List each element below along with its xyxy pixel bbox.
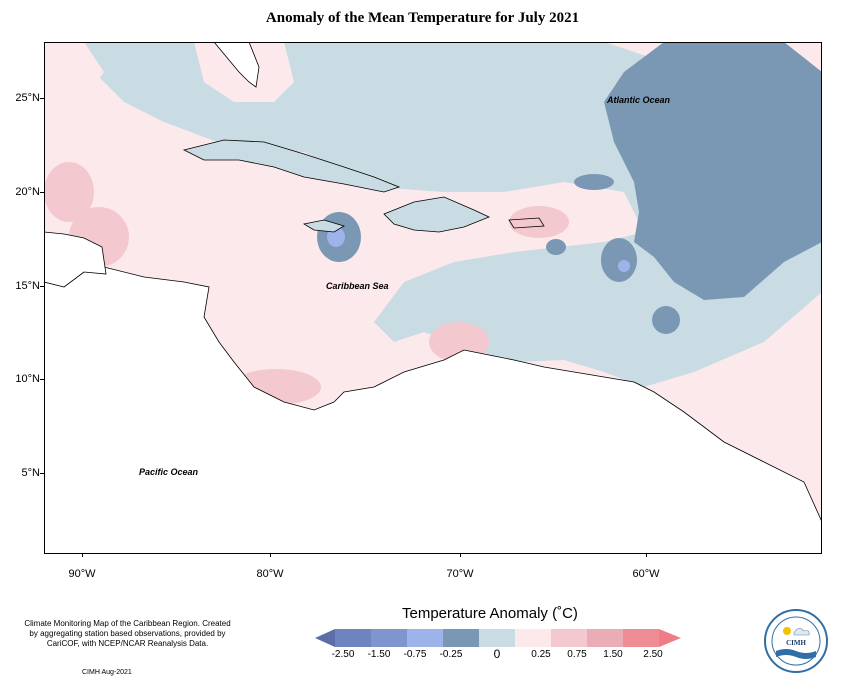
- cloud-icon: [793, 628, 810, 636]
- land-hispaniola: [383, 196, 491, 233]
- cimh-logo: CIMH: [764, 609, 828, 673]
- land-central-america: [44, 266, 822, 554]
- lon-label-70: 70°W: [446, 568, 474, 580]
- logo-ring: [771, 616, 821, 666]
- anomaly-zone-cold-spot-2: [574, 174, 614, 190]
- credits-text: Climate Monitoring Map of the Caribbean …: [24, 619, 231, 648]
- legend-label: -0.25: [439, 649, 463, 660]
- lat-label-15: 15°N: [15, 280, 40, 292]
- legend-swatch: [587, 629, 623, 647]
- map-frame: [44, 42, 822, 554]
- legend-colorbar: [315, 629, 681, 647]
- credits-date: CIMH Aug-2021: [82, 669, 132, 676]
- anomaly-zone-antilles-core: [618, 260, 630, 272]
- legend-label: -2.50: [331, 649, 355, 660]
- legend-label: -1.50: [367, 649, 391, 660]
- legend-label: 0.25: [531, 649, 551, 660]
- legend-swatch: [551, 629, 587, 647]
- anomaly-zone-antilles-cold: [601, 238, 637, 282]
- lat-tick: [40, 192, 44, 193]
- land-florida: [213, 42, 260, 88]
- anomaly-zone-gulf-warm: [44, 162, 94, 222]
- legend-swatch: [443, 629, 479, 647]
- land-puerto-rico: [508, 217, 545, 229]
- lon-tick: [82, 553, 83, 557]
- lat-tick: [40, 473, 44, 474]
- legend-label: 0: [493, 647, 501, 661]
- legend-swatch: [335, 629, 371, 647]
- lat-label-10: 10°N: [15, 373, 40, 385]
- anomaly-zone-warm-north: [44, 42, 104, 112]
- legend-label: 1.50: [603, 649, 623, 660]
- lon-tick: [460, 553, 461, 557]
- map-canvas: [44, 42, 822, 554]
- legend-swatch: [407, 629, 443, 647]
- lat-tick: [40, 379, 44, 380]
- lat-label-20: 20°N: [15, 186, 40, 198]
- legend-label: 0.75: [567, 649, 587, 660]
- wave-icon: [776, 649, 816, 659]
- legend-label: 2.50: [643, 649, 663, 660]
- anomaly-zone-cold-spot-3: [652, 306, 680, 334]
- lat-label-25: 25°N: [15, 92, 40, 104]
- land-jamaica: [302, 219, 345, 233]
- lat-label-5: 5°N: [21, 467, 40, 479]
- land-cuba: [182, 139, 401, 193]
- legend-swatch: [371, 629, 407, 647]
- logo-text: CIMH: [786, 639, 806, 647]
- lat-tick: [40, 286, 44, 287]
- legend-label: -0.75: [403, 649, 427, 660]
- land-yucatan: [44, 231, 107, 288]
- lon-tick: [646, 553, 647, 557]
- legend-swatch-arrow-warm: [659, 629, 681, 647]
- sun-icon: [783, 627, 791, 635]
- legend-title: Temperature Anomaly (˚C): [402, 605, 578, 622]
- lon-tick: [270, 553, 271, 557]
- map-title: Anomaly of the Mean Temperature for July…: [265, 10, 580, 26]
- anomaly-zone-atlantic-cold: [604, 42, 822, 300]
- lon-label-90: 90°W: [68, 568, 96, 580]
- label-caribbean-sea: Caribbean Sea: [326, 281, 389, 291]
- legend-swatch: [623, 629, 659, 647]
- anomaly-map: [44, 42, 822, 554]
- label-pacific-ocean: Pacific Ocean: [139, 467, 199, 477]
- anomaly-zone-cold-spot: [546, 239, 566, 255]
- legend-swatch: [479, 629, 515, 647]
- lon-label-80: 80°W: [256, 568, 284, 580]
- label-atlantic-ocean: Atlantic Ocean: [607, 95, 671, 105]
- legend-swatch: [515, 629, 551, 647]
- legend-swatch-arrow-cold: [315, 629, 335, 647]
- lon-label-60: 60°W: [632, 568, 660, 580]
- lat-tick: [40, 98, 44, 99]
